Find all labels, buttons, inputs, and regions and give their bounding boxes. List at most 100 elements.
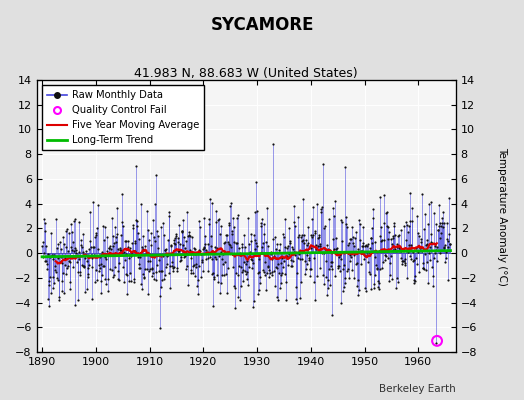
Point xyxy=(119,223,127,230)
Point xyxy=(296,256,304,262)
Point xyxy=(124,244,133,250)
Point xyxy=(56,238,64,245)
Point xyxy=(165,213,173,219)
Point xyxy=(163,261,171,267)
Point xyxy=(49,273,57,280)
Point xyxy=(222,271,231,278)
Point xyxy=(171,231,180,237)
Point xyxy=(422,242,430,248)
Point xyxy=(147,242,155,249)
Point xyxy=(257,244,266,250)
Point xyxy=(219,251,227,258)
Point xyxy=(168,264,177,271)
Point xyxy=(206,232,215,239)
Point xyxy=(230,238,238,245)
Point xyxy=(151,172,160,178)
Point xyxy=(113,246,122,252)
Point xyxy=(201,233,210,240)
Point xyxy=(82,248,90,254)
Point xyxy=(149,217,158,224)
Point xyxy=(138,286,146,292)
Point xyxy=(389,234,397,241)
Point xyxy=(53,240,62,247)
Point xyxy=(363,252,371,258)
Point xyxy=(442,255,450,261)
Point xyxy=(397,248,406,254)
Point xyxy=(62,244,70,250)
Point xyxy=(50,280,58,286)
Point xyxy=(390,232,399,238)
Point xyxy=(156,268,165,274)
Point xyxy=(145,237,154,244)
Point xyxy=(392,244,401,250)
Point xyxy=(102,281,110,288)
Point xyxy=(390,223,398,229)
Point xyxy=(291,252,300,258)
Point xyxy=(205,216,213,223)
Point xyxy=(299,196,308,202)
Point xyxy=(432,221,440,228)
Point xyxy=(181,253,189,259)
Point xyxy=(384,254,392,261)
Point xyxy=(270,234,279,240)
Point xyxy=(237,244,246,250)
Point xyxy=(240,231,248,238)
Point xyxy=(162,246,170,252)
Point xyxy=(298,256,307,262)
Point xyxy=(68,246,76,253)
Point xyxy=(335,268,344,275)
Point xyxy=(279,258,288,264)
Point xyxy=(169,268,177,274)
Point xyxy=(193,290,202,297)
Point xyxy=(187,270,195,277)
Point xyxy=(157,224,166,230)
Point xyxy=(125,244,134,251)
Point xyxy=(45,302,53,309)
Point xyxy=(57,254,66,260)
Point xyxy=(45,282,53,289)
Point xyxy=(288,258,297,264)
Point xyxy=(105,245,113,252)
Point xyxy=(278,270,287,277)
Point xyxy=(357,261,365,267)
Point xyxy=(352,228,361,235)
Point xyxy=(57,260,66,266)
Point xyxy=(50,252,59,258)
Point xyxy=(196,248,204,254)
Point xyxy=(104,288,112,294)
Point xyxy=(301,257,309,264)
Point xyxy=(424,221,432,228)
Point xyxy=(248,260,257,266)
Point xyxy=(73,252,81,259)
Point xyxy=(396,244,404,250)
Point xyxy=(416,243,424,250)
Point xyxy=(51,263,59,270)
Point xyxy=(307,266,315,272)
Point xyxy=(255,286,264,293)
Point xyxy=(154,233,162,239)
Point xyxy=(46,254,54,260)
Point xyxy=(91,234,100,240)
Point xyxy=(408,205,417,212)
Point xyxy=(200,244,209,251)
Point xyxy=(181,250,190,256)
Point xyxy=(376,266,384,272)
Point xyxy=(339,266,347,273)
Point xyxy=(371,254,379,260)
Point xyxy=(106,243,114,250)
Point xyxy=(358,224,367,230)
Point xyxy=(348,267,356,273)
Point xyxy=(263,270,271,276)
Point xyxy=(354,246,362,252)
Point xyxy=(130,279,138,285)
Point xyxy=(138,271,147,278)
Point xyxy=(430,210,439,216)
Point xyxy=(405,241,413,248)
Point xyxy=(264,243,272,249)
Point xyxy=(49,256,58,262)
Point xyxy=(193,249,201,256)
Point xyxy=(85,209,94,216)
Point xyxy=(323,242,331,248)
Point xyxy=(377,238,386,245)
Point xyxy=(188,234,196,240)
